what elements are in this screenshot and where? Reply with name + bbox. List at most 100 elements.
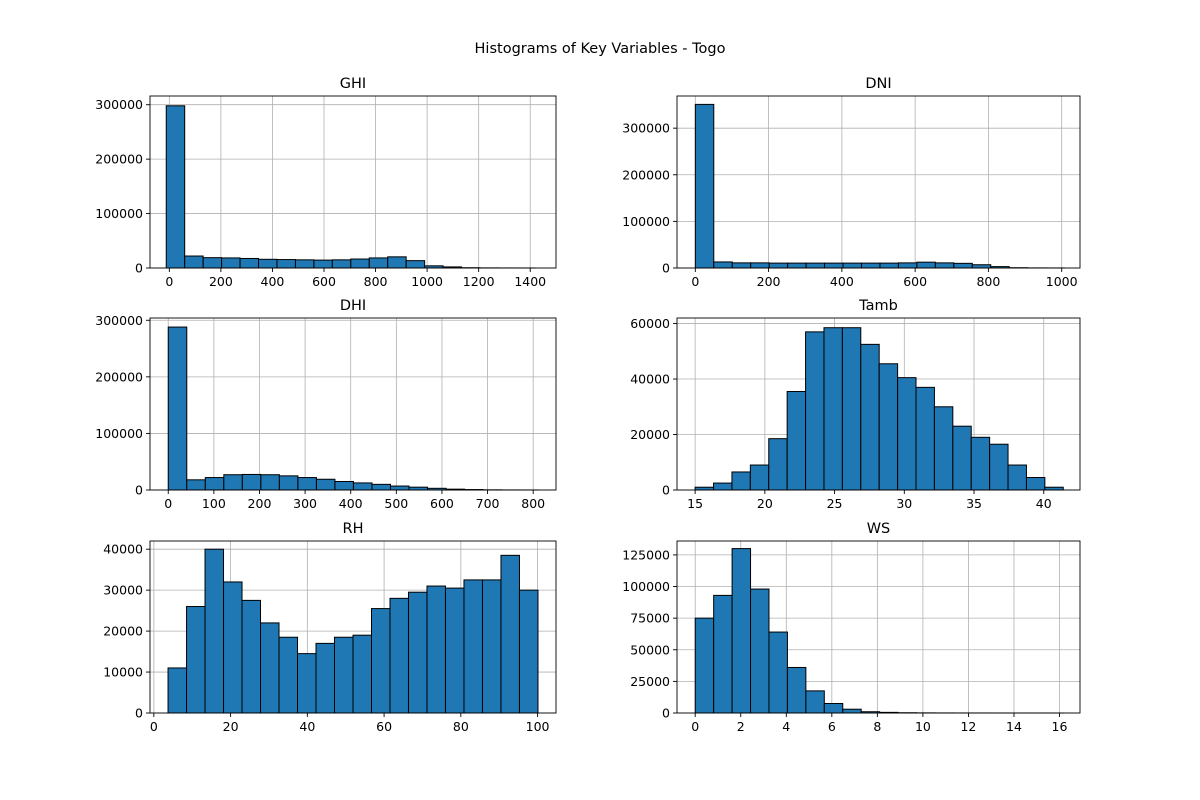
x-tick-label: 800 (976, 274, 1000, 289)
x-tick-label: 0 (165, 274, 173, 289)
bar (787, 262, 807, 269)
bar (444, 587, 465, 714)
bar (823, 703, 844, 714)
axes-frame (676, 317, 1081, 491)
x-tick-label: 10 (915, 719, 931, 734)
bar (861, 262, 881, 269)
bar (186, 479, 206, 491)
x-tick-label: 12 (960, 719, 976, 734)
bar (805, 331, 825, 491)
bar (952, 425, 972, 491)
axes-frame (149, 317, 557, 491)
bar (1025, 477, 1046, 491)
axes-frame (149, 95, 557, 269)
x-tick-label: 2 (737, 719, 745, 734)
y-tick-label: 40000 (103, 542, 143, 557)
bar (768, 631, 788, 714)
bar (239, 257, 260, 269)
bar (749, 464, 770, 491)
x-tick-label: 16 (1052, 719, 1068, 734)
x-tick-label: 6 (828, 719, 836, 734)
bar (297, 477, 317, 491)
bar (241, 473, 262, 491)
bar (916, 261, 936, 269)
panel-dni: 0 200 400 600 800 1000 0 100000 200000 300000 DNI (622, 76, 1081, 289)
bar (260, 474, 280, 491)
bar (879, 262, 899, 269)
bar (713, 261, 733, 269)
bar (1007, 464, 1027, 491)
bar (518, 589, 539, 714)
bar (241, 599, 262, 714)
x-tick-label: 0 (150, 719, 158, 734)
bar (768, 438, 788, 491)
bar (694, 617, 715, 714)
x-tick-label: 40 (1036, 496, 1052, 511)
y-tick-label: 40000 (630, 372, 670, 387)
x-tick-label: 1000 (411, 274, 443, 289)
bar (897, 377, 917, 491)
panel-title: DNI (865, 76, 891, 92)
bar (223, 581, 243, 714)
bar (278, 636, 299, 714)
x-tick-label: 600 (903, 274, 927, 289)
axes-frame (149, 540, 557, 714)
y-tick-label: 100000 (95, 426, 143, 441)
y-tick-label: 300000 (95, 97, 143, 112)
bar (221, 257, 241, 269)
bar (731, 262, 752, 269)
bar (331, 259, 352, 269)
bar (334, 636, 354, 714)
bar (202, 257, 223, 269)
panel-dhi: 0 100 200 300 400 500 600 700 800 0 100000 200000 30… (95, 298, 557, 511)
bar (768, 262, 789, 269)
bar (407, 591, 428, 714)
x-tick-label: 400 (830, 274, 854, 289)
x-tick-label: 400 (261, 274, 285, 289)
bar (463, 579, 483, 714)
x-tick-label: 700 (476, 496, 500, 511)
x-tick-label: 300 (293, 496, 317, 511)
x-tick-label: 1200 (463, 274, 495, 289)
bar (953, 262, 973, 269)
bar (315, 642, 336, 714)
bar (278, 475, 299, 491)
x-tick-label: 4 (782, 719, 790, 734)
bar (352, 634, 372, 714)
bar (334, 481, 354, 491)
x-tick-label: 800 (364, 274, 388, 289)
panel-rh: 0 20 40 60 80 100 0 10000 20000 30000 40000 RH (103, 521, 557, 734)
bar (370, 608, 391, 714)
bar (165, 105, 186, 269)
bar (481, 579, 502, 714)
bar (276, 259, 296, 269)
bar (750, 262, 770, 269)
x-tick-label: 0 (164, 496, 172, 511)
bar (426, 585, 446, 714)
y-tick-label: 125000 (622, 547, 670, 562)
x-tick-label: 600 (312, 274, 336, 289)
bar (786, 391, 807, 491)
x-tick-label: 30 (896, 496, 912, 511)
y-tick-label: 0 (662, 706, 670, 721)
bar (934, 262, 955, 269)
y-tick-label: 50000 (630, 642, 670, 657)
figure-title: Histograms of Key Variables - Togo (475, 41, 726, 57)
bar (805, 690, 825, 714)
y-tick-label: 100000 (95, 206, 143, 221)
bar (500, 554, 520, 714)
x-tick-label: 500 (384, 496, 408, 511)
y-tick-label: 0 (135, 483, 143, 498)
bar (387, 256, 407, 269)
bar (368, 257, 389, 269)
y-tick-label: 20000 (630, 427, 670, 442)
y-tick-label: 200000 (622, 167, 670, 182)
bar (694, 103, 715, 269)
x-tick-label: 40 (299, 719, 315, 734)
bar (860, 343, 880, 491)
bar (389, 597, 409, 714)
bar (731, 471, 751, 491)
x-tick-label: 1000 (1046, 274, 1078, 289)
